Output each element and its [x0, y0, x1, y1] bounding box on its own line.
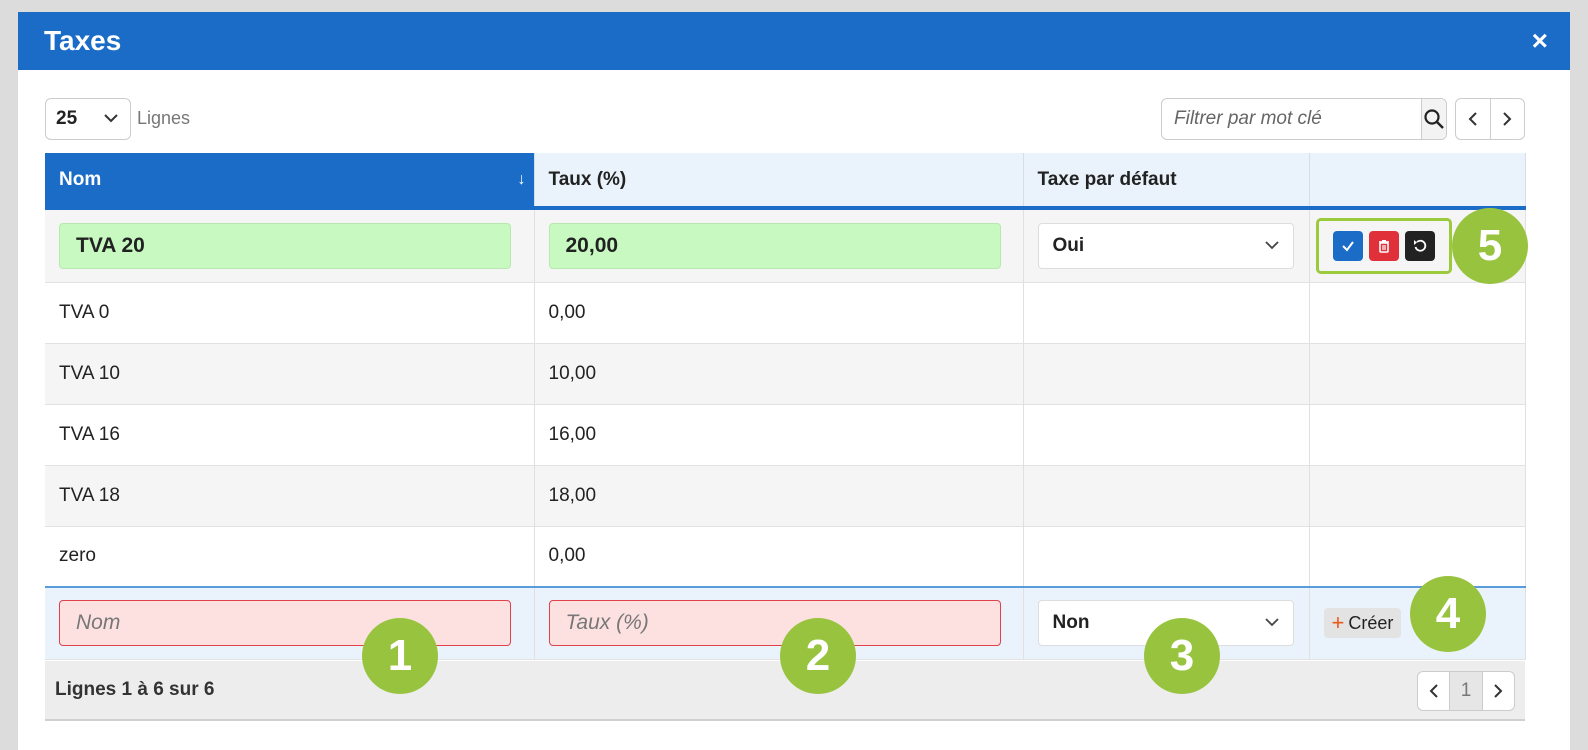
- table-row[interactable]: TVA 10 10,00: [45, 343, 1526, 405]
- cell-nom: TVA 16: [45, 404, 535, 466]
- cell-actions: [1309, 526, 1526, 588]
- edit-defaut-select[interactable]: Oui: [1037, 222, 1294, 269]
- chevron-right-icon: [1494, 684, 1503, 698]
- current-page[interactable]: 1: [1449, 672, 1483, 710]
- table-row[interactable]: TVA 18 18,00: [45, 465, 1526, 527]
- table-row[interactable]: TVA 0 0,00: [45, 282, 1526, 344]
- chevron-left-icon: [1468, 112, 1477, 126]
- column-header-taux[interactable]: Taux (%): [534, 153, 1024, 210]
- create-button[interactable]: + Créer: [1323, 608, 1402, 639]
- bottom-pager: 1: [1417, 671, 1515, 711]
- cell-nom: TVA 18: [45, 465, 535, 527]
- callout-badge-3: 3: [1144, 618, 1220, 694]
- prev-page-button[interactable]: [1456, 99, 1491, 139]
- cell-defaut: [1023, 343, 1310, 405]
- column-header-nom[interactable]: Nom ↓: [45, 153, 535, 210]
- row-count-info: Lignes 1 à 6 sur 6: [55, 679, 215, 700]
- cell-defaut: [1023, 526, 1310, 588]
- delete-button[interactable]: [1368, 230, 1399, 261]
- table-row-new: Nom Taux (%) Non + Créer: [45, 586, 1526, 660]
- chevron-down-icon: [1263, 236, 1281, 259]
- cell-taux: 18,00: [534, 465, 1024, 527]
- check-icon: [1341, 241, 1354, 252]
- table-row-editing: TVA 20 20,00 Oui: [45, 208, 1526, 283]
- search-button[interactable]: [1421, 99, 1446, 139]
- search-icon: [1424, 109, 1444, 129]
- modal-title: Taxes: [44, 25, 122, 56]
- cell-taux: 0,00: [534, 526, 1024, 588]
- close-icon[interactable]: ×: [1531, 25, 1548, 56]
- chevron-left-icon: [1429, 684, 1438, 698]
- cell-taux: 0,00: [534, 282, 1024, 344]
- top-pager: [1455, 98, 1525, 140]
- cell-nom: TVA 0: [45, 282, 535, 344]
- callout-badge-4: 4: [1410, 576, 1486, 652]
- cell-nom: zero: [45, 526, 535, 588]
- undo-button[interactable]: [1404, 230, 1435, 261]
- chevron-down-icon: [102, 109, 120, 132]
- prev-page-button[interactable]: [1418, 672, 1449, 710]
- lines-per-page-value: 25: [56, 108, 78, 129]
- taxes-modal: Taxes × 25 Lignes: [18, 12, 1570, 750]
- new-nom-input[interactable]: Nom: [59, 600, 511, 647]
- table-toolbar: 25 Lignes: [45, 98, 1525, 140]
- cell-actions: [1309, 404, 1526, 466]
- new-taux-input[interactable]: Taux (%): [548, 600, 1001, 647]
- callout-badge-5: 5: [1452, 208, 1528, 284]
- cell-defaut: [1023, 404, 1310, 466]
- cell-defaut: [1023, 465, 1310, 527]
- next-page-button[interactable]: [1491, 99, 1525, 139]
- search-input[interactable]: [1162, 99, 1421, 139]
- chevron-right-icon: [1503, 112, 1512, 126]
- taxes-table: Nom ↓ Taux (%) Taxe par défaut TVA 20 20…: [45, 153, 1526, 660]
- trash-icon: [1378, 239, 1389, 253]
- cell-actions: [1309, 343, 1526, 405]
- cell-taux: 10,00: [534, 343, 1024, 405]
- edit-taux-field[interactable]: 20,00: [548, 222, 1001, 269]
- callout-badge-2: 2: [780, 618, 856, 694]
- lines-per-page-select[interactable]: 25: [45, 98, 131, 140]
- lines-label: Lignes: [137, 108, 191, 128]
- cell-actions: [1309, 282, 1526, 344]
- modal-header: Taxes ×: [18, 12, 1570, 70]
- save-button[interactable]: [1332, 230, 1363, 261]
- cell-nom: TVA 10: [45, 343, 535, 405]
- next-page-button[interactable]: [1483, 672, 1514, 710]
- column-header-actions: [1309, 153, 1526, 210]
- table-header-row: Nom ↓ Taux (%) Taxe par défaut: [45, 153, 1526, 210]
- edit-nom-field[interactable]: TVA 20: [59, 222, 511, 269]
- cell-actions: [1309, 465, 1526, 527]
- undo-icon: [1413, 239, 1426, 252]
- search-box: [1161, 98, 1447, 140]
- chevron-down-icon: [1263, 613, 1281, 636]
- cell-taux: 16,00: [534, 404, 1024, 466]
- cell-defaut: [1023, 282, 1310, 344]
- table-row[interactable]: TVA 16 16,00: [45, 404, 1526, 466]
- callout-badge-1: 1: [362, 618, 438, 694]
- column-header-defaut[interactable]: Taxe par défaut: [1023, 153, 1310, 210]
- plus-icon: +: [1331, 610, 1345, 636]
- table-row[interactable]: zero 0,00: [45, 526, 1526, 588]
- row-actions: [1315, 217, 1452, 274]
- sort-arrow-down-icon: ↓: [517, 171, 526, 188]
